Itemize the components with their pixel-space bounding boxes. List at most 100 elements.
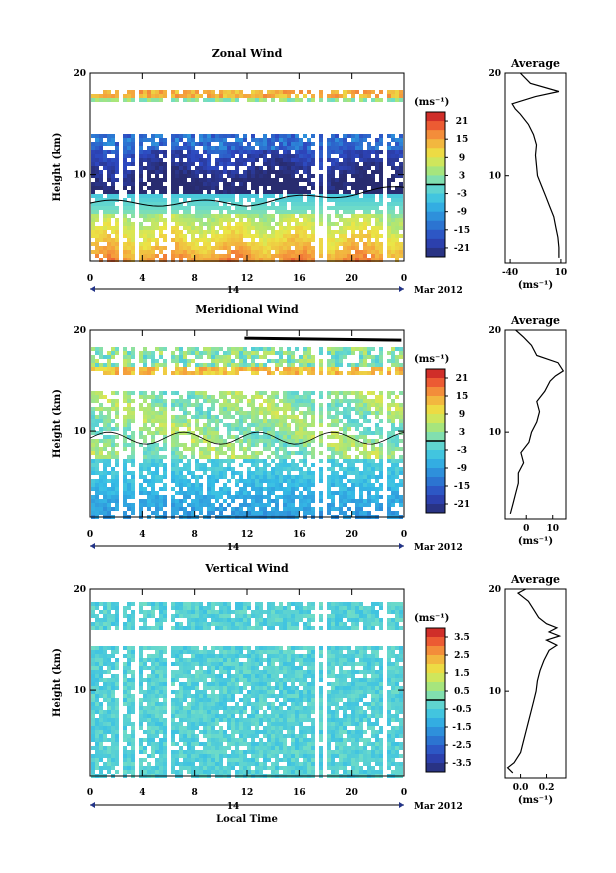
heatmap-cell xyxy=(395,174,399,178)
heatmap-cell xyxy=(243,138,247,142)
heatmap-cell xyxy=(171,459,175,463)
heatmap-cell xyxy=(367,154,371,158)
heatmap-cell xyxy=(295,431,299,435)
heatmap-cell xyxy=(327,646,331,650)
heatmap-cell xyxy=(231,459,235,463)
heatmap-cell xyxy=(195,602,199,606)
heatmap-cell xyxy=(111,254,115,258)
heatmap-cell xyxy=(331,451,335,455)
colorbar-swatch xyxy=(426,202,445,213)
heatmap-cell xyxy=(227,415,231,419)
heatmap-cell xyxy=(227,98,231,102)
heatmap-cell xyxy=(355,459,359,463)
heatmap-cell xyxy=(279,415,283,419)
heatmap-cell xyxy=(267,395,271,399)
heatmap-cell xyxy=(307,467,311,471)
heatmap-cell xyxy=(339,391,343,395)
heatmap-cell xyxy=(115,226,119,230)
heatmap-cell xyxy=(147,411,151,415)
heatmap-cell xyxy=(267,479,271,483)
heatmap-cell xyxy=(271,475,275,479)
heatmap-cell xyxy=(171,198,175,202)
heatmap-cell xyxy=(151,371,155,375)
heatmap-cell xyxy=(243,174,247,178)
heatmap-cell xyxy=(379,210,383,214)
heatmap-cell xyxy=(267,419,271,423)
heatmap-cell xyxy=(375,158,379,162)
heatmap-cell xyxy=(191,455,195,459)
heatmap-cell xyxy=(155,174,159,178)
heatmap-cell xyxy=(91,419,95,423)
heatmap-cell xyxy=(191,475,195,479)
heatmap-cell xyxy=(319,435,323,439)
heatmap-cell xyxy=(143,395,147,399)
heatmap-cell xyxy=(195,614,199,618)
heatmap-cell xyxy=(151,602,155,606)
heatmap-cell xyxy=(331,162,335,166)
heatmap-cell xyxy=(343,234,347,238)
heatmap-cell xyxy=(351,614,355,618)
heatmap-cell xyxy=(351,182,355,186)
heatmap-cell xyxy=(127,403,131,407)
heatmap-cell xyxy=(143,622,147,626)
heatmap-cell xyxy=(179,162,183,166)
heatmap-cell xyxy=(103,98,107,102)
heatmap-cell xyxy=(151,511,155,515)
heatmap-cell xyxy=(171,158,175,162)
heatmap-cell xyxy=(327,606,331,610)
heatmap-cell xyxy=(159,395,163,399)
heatmap-cell xyxy=(259,483,263,487)
heatmap-cell xyxy=(199,463,203,467)
heatmap-cell xyxy=(175,170,179,174)
heatmap-cell xyxy=(303,134,307,138)
heatmap-cell xyxy=(351,158,355,162)
heatmap-cell xyxy=(131,646,135,650)
colorbar-swatch xyxy=(426,468,445,478)
heatmap-cell xyxy=(255,423,259,427)
heatmap-cell xyxy=(91,94,95,98)
heatmap-cell xyxy=(343,427,347,431)
heatmap-cell xyxy=(359,451,363,455)
heatmap-cell xyxy=(335,150,339,154)
heatmap-cell xyxy=(95,650,99,654)
heatmap-cell xyxy=(387,351,391,355)
heatmap-cell xyxy=(247,351,251,355)
heatmap-cell xyxy=(359,347,363,351)
heatmap-cell xyxy=(111,371,115,375)
heatmap-cell xyxy=(203,238,207,242)
heatmap-cell xyxy=(343,238,347,242)
heatmap-cell xyxy=(191,250,195,254)
heatmap-cell xyxy=(147,455,151,459)
heatmap-cell xyxy=(343,198,347,202)
heatmap-cell xyxy=(295,423,299,427)
colorbar-swatch xyxy=(426,175,445,185)
heatmap-cell xyxy=(395,483,399,487)
heatmap-cell xyxy=(255,367,259,371)
heatmap-cell xyxy=(123,146,127,150)
heatmap-cell xyxy=(391,254,395,258)
heatmap-cell xyxy=(199,142,203,146)
heatmap-cell xyxy=(199,507,203,511)
heatmap-cell xyxy=(179,650,183,654)
heatmap-cell xyxy=(179,443,183,447)
heatmap-cell xyxy=(203,363,207,367)
heatmap-cell xyxy=(275,411,279,415)
heatmap-cell xyxy=(283,626,287,630)
heatmap-cell xyxy=(235,202,239,206)
heatmap-cell xyxy=(283,226,287,230)
heatmap-cell xyxy=(175,491,179,495)
heatmap-cell xyxy=(379,487,383,491)
heatmap-cell xyxy=(395,170,399,174)
heatmap-cell xyxy=(335,214,339,218)
heatmap-cell xyxy=(339,479,343,483)
heatmap-cell xyxy=(143,503,147,507)
heatmap-cell xyxy=(307,182,311,186)
heatmap-cell xyxy=(243,491,247,495)
heatmap-cell xyxy=(175,194,179,198)
heatmap-cell xyxy=(287,415,291,419)
heatmap-cell xyxy=(271,491,275,495)
heatmap-cell xyxy=(243,258,247,262)
heatmap-cell xyxy=(271,226,275,230)
heatmap-cell xyxy=(151,491,155,495)
heatmap-cell xyxy=(247,427,251,431)
